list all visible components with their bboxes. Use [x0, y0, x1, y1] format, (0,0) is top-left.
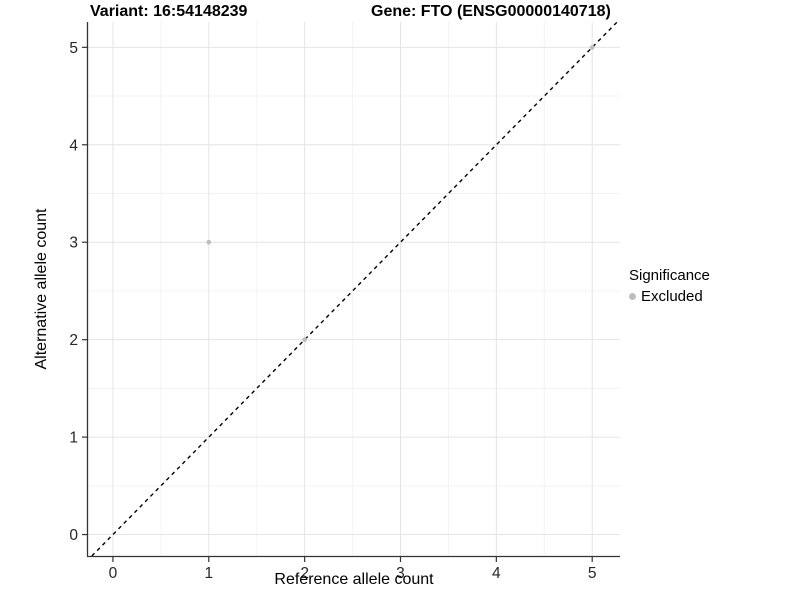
identity-line — [91, 21, 618, 557]
data-point — [589, 45, 595, 50]
y-tick-label: 4 — [69, 137, 78, 154]
x-axis-label: Reference allele count — [274, 571, 434, 588]
x-tick-label: 3 — [396, 565, 405, 582]
x-tick-label: 5 — [588, 565, 597, 582]
data-point — [206, 239, 212, 245]
legend-item-excluded: Excluded — [629, 288, 710, 305]
y-tick-label: 5 — [69, 40, 78, 57]
y-tick-label: 1 — [69, 430, 78, 447]
legend-title: Significance — [629, 267, 710, 284]
legend-item-label: Excluded — [641, 288, 703, 305]
x-tick-label: 4 — [492, 565, 501, 582]
chart-title-gene: Gene: FTO (ENSG00000140718) — [371, 3, 611, 20]
x-tick-label: 0 — [109, 565, 118, 582]
x-tick-label: 2 — [300, 565, 309, 582]
y-axis-label: Alternative allele count — [33, 208, 50, 370]
y-tick-label: 0 — [69, 527, 78, 544]
chart-title-variant: Variant: 16:54148239 — [90, 3, 248, 20]
x-tick-label: 1 — [204, 565, 213, 582]
excluded-point-icon — [629, 293, 636, 300]
y-tick-label: 3 — [69, 235, 78, 252]
data-point — [302, 337, 307, 342]
y-tick-label: 2 — [69, 332, 78, 349]
legend: Significance Excluded — [629, 267, 710, 305]
